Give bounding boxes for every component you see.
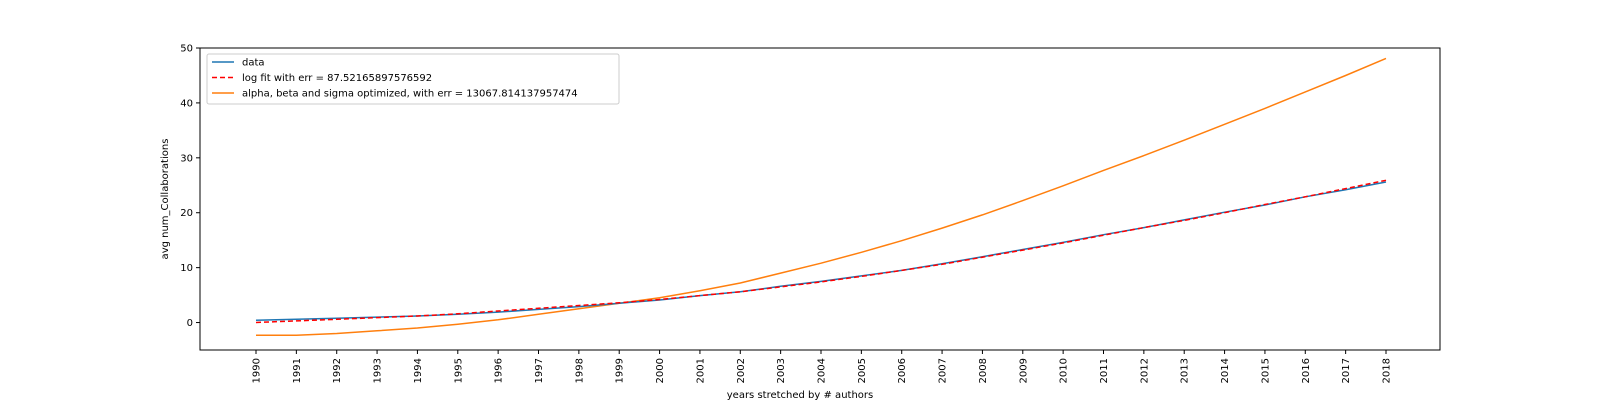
x-tick-label: 2017 (1341, 358, 1352, 383)
x-tick-label: 1995 (453, 358, 464, 383)
legend-label: alpha, beta and sigma optimized, with er… (242, 89, 578, 100)
x-tick-label: 1994 (413, 358, 424, 383)
x-tick-label: 1991 (292, 358, 303, 383)
x-tick-label: 1999 (615, 358, 626, 383)
legend-label: log fit with err = 87.52165897576592 (242, 73, 432, 84)
x-tick-label: 2012 (1139, 358, 1150, 383)
x-tick-label: 2000 (655, 358, 666, 383)
x-tick-label: 1998 (574, 358, 585, 383)
y-axis-label: avg num_Collaborations (160, 139, 171, 260)
x-tick-label: 2011 (1099, 358, 1110, 383)
legend-label: data (242, 58, 265, 69)
y-tick-label: 0 (187, 318, 193, 329)
x-tick-label: 2013 (1180, 358, 1191, 383)
y-tick-label: 40 (180, 98, 193, 109)
x-tick-label: 2005 (857, 358, 868, 383)
x-tick-label: 2015 (1260, 358, 1271, 383)
x-tick-label: 2003 (776, 358, 787, 383)
x-tick-label: 1992 (332, 358, 343, 383)
x-tick-label: 2002 (736, 358, 747, 383)
legend-box (206, 53, 620, 105)
x-tick-label: 2008 (978, 358, 989, 383)
y-tick-label: 50 (180, 44, 193, 55)
y-tick-label: 10 (180, 263, 193, 274)
series-line-2 (256, 57, 1387, 336)
x-tick-label: 1993 (373, 358, 384, 383)
series-line-1 (255, 179, 1387, 324)
x-tick-label: 2007 (938, 358, 949, 383)
x-tick-label: 1990 (252, 358, 263, 383)
x-tick-label: 2004 (817, 358, 828, 383)
y-tick-label: 30 (180, 153, 193, 164)
x-tick-label: 2010 (1059, 358, 1070, 383)
x-tick-label: 2018 (1382, 358, 1393, 383)
x-tick-label: 2006 (897, 358, 908, 383)
series-lines (255, 57, 1387, 336)
x-tick-label: 2016 (1301, 358, 1312, 383)
x-axis-label: years stretched by # authors (727, 390, 873, 400)
y-tick-label: 20 (180, 208, 193, 219)
x-tick-label: 2014 (1220, 358, 1231, 383)
x-tick-label: 2001 (695, 358, 706, 383)
x-axis-ticks: 1990 1991 1992 1993 1994 1995 1996 1997 1998 1999… (252, 350, 1393, 383)
legend: data log fit with err = 87.52165897576592… (206, 53, 620, 105)
y-axis-ticks: 0 10 20 30 40 50 (180, 44, 200, 329)
x-tick-label: 2009 (1018, 358, 1029, 383)
x-tick-label: 1997 (534, 358, 545, 383)
x-tick-label: 1996 (494, 358, 505, 383)
